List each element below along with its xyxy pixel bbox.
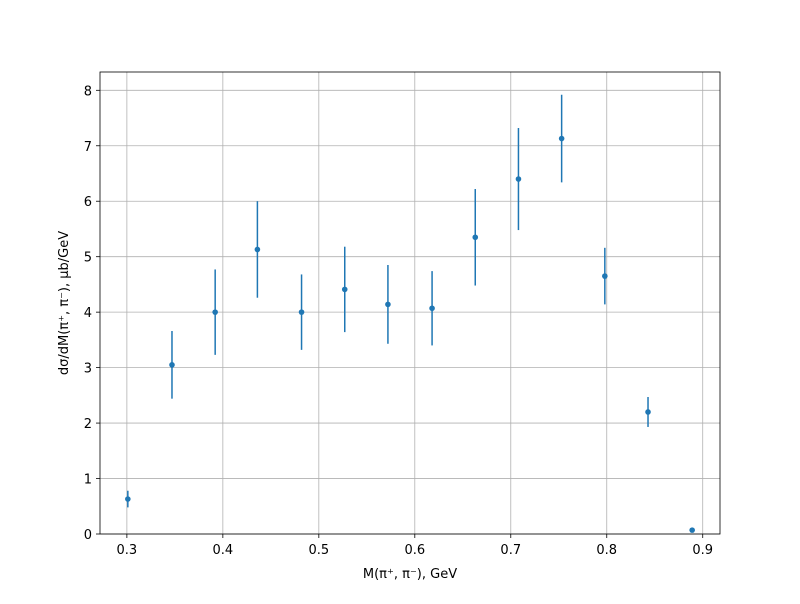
x-tick-label: 0.7 <box>500 543 521 558</box>
y-tick-label: 1 <box>84 473 92 488</box>
data-point <box>515 176 522 182</box>
y-tick-label: 5 <box>84 251 92 266</box>
y-tick-label: 6 <box>84 195 92 210</box>
y-tick-label: 2 <box>84 417 92 432</box>
x-tick-label: 0.3 <box>117 543 138 558</box>
y-tick-label: 3 <box>84 362 92 377</box>
data-point <box>558 135 565 142</box>
y-tick-label: 8 <box>84 84 92 99</box>
x-tick-label: 0.5 <box>308 543 329 558</box>
plot-frame <box>99 71 721 535</box>
y-tick-label: 4 <box>84 306 92 321</box>
y-tick-label: 0 <box>84 528 92 543</box>
x-tick-label: 0.9 <box>692 543 713 558</box>
data-point <box>298 309 305 315</box>
data-point <box>125 496 131 502</box>
data-point <box>385 301 391 308</box>
data-point <box>429 305 435 312</box>
data-point <box>341 286 348 293</box>
data-point <box>602 273 608 279</box>
data-point <box>212 309 218 315</box>
y-tick-label: 7 <box>84 140 92 155</box>
data-point <box>689 527 695 533</box>
x-tick-label: 0.4 <box>213 543 234 558</box>
x-axis-label: M(π⁺, π⁻), GeV <box>363 567 457 582</box>
x-tick-label: 0.8 <box>596 543 617 558</box>
y-axis-label: dσ/dM(π⁺, π⁻), μb/GeV <box>57 231 72 375</box>
data-point <box>169 362 175 368</box>
data-point <box>645 409 651 415</box>
data-point <box>254 246 261 253</box>
x-tick-label: 0.6 <box>404 543 425 558</box>
data-point <box>472 234 479 241</box>
